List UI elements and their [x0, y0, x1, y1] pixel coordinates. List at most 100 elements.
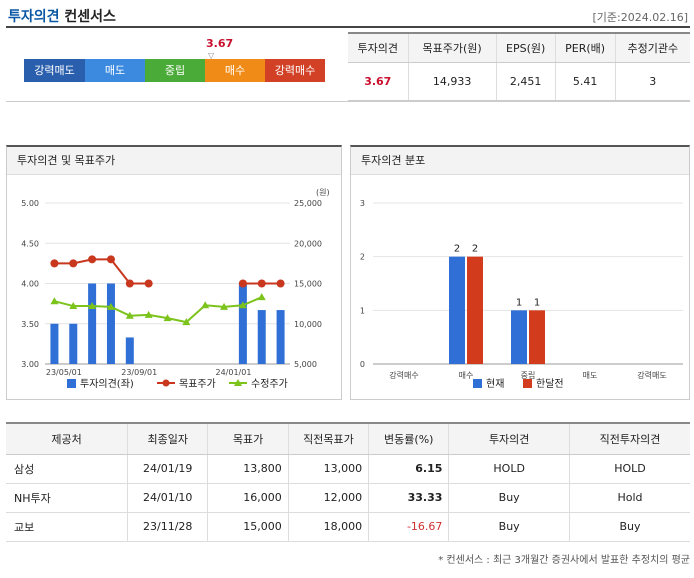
opinion-bar [69, 323, 78, 364]
legend-swatch [473, 379, 482, 388]
bar-data-label: 2 [454, 244, 460, 255]
page-title: 투자의견 컨센서스 [8, 6, 116, 26]
x-category-label: 강력매도 [637, 370, 666, 380]
y-right-tick-label: 10,000 [294, 320, 322, 329]
table-row: NH투자 24/01/10 16,000 12,000 33.33 Buy Ho… [6, 483, 690, 513]
target-price-point [257, 279, 266, 288]
segment-label: 매도 [104, 64, 126, 77]
summary-header: 목표주가(원) [407, 32, 497, 63]
detail-header: 목표가 [207, 422, 289, 455]
rating-segment-hold: 중립 [145, 59, 205, 82]
adjusted-price-point [163, 314, 172, 322]
y-tick-label: 0 [360, 360, 365, 369]
bar-data-label: 1 [516, 297, 522, 308]
distribution-bar [467, 256, 483, 364]
legend-label: 현재 [486, 378, 504, 390]
target-price: 15,000 [207, 512, 289, 542]
rating-segment-sell: 매도 [85, 59, 145, 82]
prev-opinion: Buy [568, 512, 690, 542]
target-price-line [54, 258, 149, 285]
x-category-label: 중립 [521, 371, 536, 380]
rating-segment-strong-buy: 강력매수 [265, 59, 325, 82]
adjusted-price-point [257, 293, 266, 301]
y-tick-label: 1 [360, 306, 365, 315]
distribution-bar [511, 310, 527, 364]
adjusted-price-point [238, 301, 247, 309]
adjusted-price-point [88, 302, 97, 310]
summary-value: 14,933 [407, 62, 497, 101]
y-right-tick-label: 15,000 [294, 280, 322, 289]
target-price-point [88, 255, 97, 264]
opinion-target-price-panel: 투자의견 및 목표주가 5.00 4.50 4.00 3.50 3.00 25,000 20… [6, 145, 342, 400]
y-left-tick-label: 3.50 [21, 320, 39, 329]
broker-detail-table: 제공처 최종일자 목표가 직전목표가 변동률(%) 투자의견 직전투자의견 삼성… [6, 422, 690, 542]
broker-name: 삼성 [6, 454, 128, 484]
bar-data-label: 1 [534, 297, 540, 308]
target-price-point [50, 259, 59, 268]
adjusted-price-point [106, 302, 115, 310]
x-category-label: 매수 [459, 371, 474, 380]
target-price-point [106, 255, 115, 264]
table-row: 삼성 24/01/19 13,800 13,000 6.15 HOLD HOLD [6, 454, 690, 484]
final-date: 24/01/19 [127, 454, 208, 484]
legend-marker [162, 379, 170, 387]
legend-label: 투자의견(좌) [80, 378, 134, 390]
panel-title: 투자의견 및 목표주가 [7, 147, 341, 175]
adjusted-price-point [50, 297, 59, 305]
prev-target-price: 12,000 [287, 483, 369, 513]
opinion-bar [50, 323, 59, 364]
opinion-bar [106, 283, 115, 364]
opinion: Buy [448, 512, 570, 542]
y-right-tick-label: 20,000 [294, 239, 322, 248]
adjusted-price-point [220, 302, 229, 310]
table-row: 교보 23/11/28 15,000 18,000 -16.67 Buy Buy [6, 512, 690, 542]
y-right-unit-label: (원) [316, 188, 330, 197]
broker-name: 교보 [6, 512, 128, 542]
target-price-point [276, 279, 285, 288]
legend-swatch [523, 379, 532, 388]
title-primary: 투자의견 [8, 9, 60, 25]
y-tick-label: 3 [360, 199, 365, 208]
rating-segment-strong-sell: 강력매도 [24, 59, 85, 82]
summary-header: 추정기관수 [614, 32, 690, 63]
summary-value: 5.41 [554, 62, 616, 101]
prev-opinion: Hold [568, 483, 690, 513]
detail-header: 변동률(%) [368, 422, 449, 455]
x-tick-label: 23/09/01 [121, 368, 157, 377]
adjusted-price-point [69, 302, 78, 310]
adjusted-price-line [54, 296, 263, 324]
legend-bar-swatch [67, 379, 76, 388]
x-category-label: 강력매수 [389, 370, 418, 380]
legend-marker [234, 379, 242, 386]
opinion-bar [238, 283, 247, 364]
panel-title: 투자의견 분포 [351, 147, 689, 175]
consensus-summary-table: 투자의견 목표주가(원) EPS(원) PER(배) 추정기관수 3.67 14… [348, 32, 690, 101]
opinion-bar [125, 337, 134, 364]
legend-label: 목표주가 [179, 378, 216, 390]
change-rate: -16.67 [368, 512, 449, 542]
target-price-point [125, 279, 134, 288]
opinion: Buy [448, 483, 570, 513]
detail-header-row: 제공처 최종일자 목표가 직전목표가 변동률(%) 투자의견 직전투자의견 [6, 422, 690, 455]
adjusted-price-point [125, 311, 134, 319]
y-left-tick-label: 5.00 [21, 199, 39, 208]
detail-header: 제공처 [6, 422, 128, 455]
opinion-bar [276, 310, 285, 364]
prev-opinion: HOLD [568, 454, 690, 484]
y-left-tick-label: 4.00 [21, 280, 39, 289]
segment-label: 강력매수 [274, 64, 316, 77]
detail-header: 직전투자의견 [568, 422, 690, 455]
detail-header: 투자의견 [448, 422, 570, 455]
footnote: * 컨센서스 : 최근 3개월간 증권사에서 발표한 추정치의 평균 [438, 555, 690, 566]
opinion-target-price-chart: 5.00 4.50 4.00 3.50 3.00 25,000 20,000 15,000 10… [21, 188, 330, 390]
summary-header: 투자의견 [348, 32, 409, 63]
y-tick-label: 2 [360, 253, 365, 262]
y-right-tick-label: 25,000 [294, 199, 322, 208]
segment-label: 강력매도 [34, 64, 75, 77]
broker-name: NH투자 [6, 483, 128, 513]
segment-label: 중립 [164, 64, 186, 77]
x-tick-label: 23/05/01 [46, 368, 82, 377]
summary-header: PER(배) [554, 32, 616, 63]
opinion: HOLD [448, 454, 570, 484]
x-tick-label: 24/01/01 [215, 368, 251, 377]
